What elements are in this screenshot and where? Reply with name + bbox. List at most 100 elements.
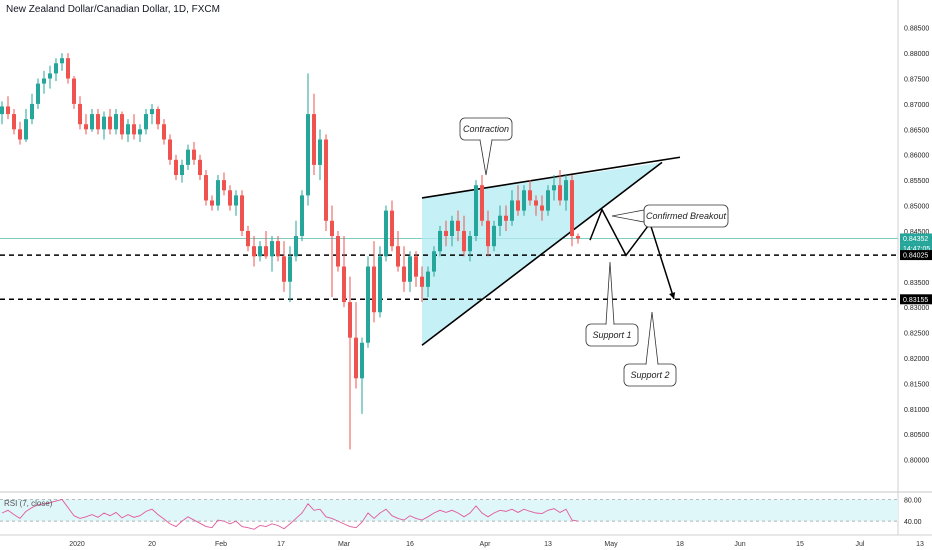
candle-body	[6, 106, 10, 115]
candle	[30, 93, 34, 125]
candle	[228, 185, 232, 211]
candle	[468, 230, 472, 262]
candle-body	[18, 129, 22, 140]
time-tick-label: 16	[406, 541, 414, 548]
projection-path	[589, 207, 676, 300]
callout-label: Support 2	[630, 370, 669, 380]
time-axis: 202020Feb17Mar16Apr13May18Jun15Jul13Aug	[69, 541, 924, 548]
candle	[84, 114, 88, 135]
candle	[132, 114, 136, 140]
price-tag-box	[900, 250, 932, 261]
candle	[264, 230, 268, 259]
candle	[540, 195, 544, 221]
candle-body	[120, 114, 124, 135]
candle	[480, 175, 484, 226]
candle-body	[540, 205, 544, 211]
candle	[156, 106, 160, 130]
confirmed-breakout-callout: Confirmed Breakout	[611, 204, 729, 228]
candle	[24, 109, 28, 143]
price-tick-label: 0.86500	[904, 127, 929, 134]
candle-body	[150, 109, 154, 115]
time-tick-label: Apr	[480, 541, 492, 548]
candle-body	[432, 251, 436, 272]
candle-body	[12, 114, 16, 130]
candle	[306, 73, 310, 206]
rsi-label: RSI (7, close)	[4, 499, 53, 508]
candle	[402, 246, 406, 292]
candle-body	[114, 114, 118, 130]
price-tick-label: 0.87000	[904, 102, 929, 109]
candle	[522, 185, 526, 216]
price-tag-label: 0.84352	[903, 236, 928, 243]
price-tick-label: 0.82000	[904, 356, 929, 363]
candle-body	[360, 342, 364, 379]
candle-body	[222, 180, 226, 191]
time-tick-label: Feb	[215, 541, 227, 548]
candle	[180, 159, 184, 183]
support-1-callout: Support 1	[585, 261, 639, 347]
candle-body	[318, 139, 322, 165]
candle	[36, 78, 40, 109]
candle	[90, 109, 94, 132]
candle-body	[48, 73, 52, 79]
candle-body	[276, 241, 280, 257]
candle-body	[300, 195, 304, 237]
price-tag: 14:47:05	[900, 243, 932, 254]
price-tick-label: 0.88500	[904, 26, 929, 33]
candle-body	[162, 124, 166, 140]
price-tag: 0.83155	[900, 294, 932, 305]
candle	[144, 109, 148, 135]
candle-body	[408, 256, 412, 282]
candle-body	[366, 266, 370, 343]
candle-body	[36, 83, 40, 104]
candle-body	[30, 103, 34, 120]
candle	[336, 230, 340, 272]
candle-body	[258, 246, 262, 257]
price-tick-label: 0.85000	[904, 204, 929, 211]
price-tag-label: 0.83155	[903, 297, 928, 304]
candle	[0, 101, 4, 125]
candle	[126, 119, 130, 143]
candle	[234, 190, 238, 216]
rsi-level-label: 80.00	[904, 497, 922, 504]
candle-body	[144, 114, 148, 130]
candle-body	[528, 190, 532, 201]
candle-body	[330, 220, 334, 237]
price-tick-label: 0.84500	[904, 229, 929, 236]
candle	[396, 230, 400, 272]
candle	[462, 215, 466, 257]
candle-body	[288, 256, 292, 282]
price-tag: 0.84352	[900, 233, 932, 244]
candle-body	[456, 220, 460, 231]
candle-body	[60, 58, 64, 64]
candle-body	[282, 256, 286, 282]
candle-body	[378, 256, 382, 313]
candle-body	[240, 195, 244, 231]
candle	[138, 124, 142, 143]
projection-zigzag	[589, 207, 675, 300]
candle	[546, 185, 550, 216]
candle	[384, 205, 388, 262]
contraction-callout: Contraction	[459, 117, 513, 176]
candle	[420, 266, 424, 303]
annotations: Contraction Confirmed Breakout Support 1 Su…	[459, 117, 729, 387]
candle	[60, 53, 64, 71]
candle	[348, 276, 352, 450]
candle	[432, 246, 436, 277]
candle-body	[234, 195, 238, 206]
candle-body	[102, 116, 106, 130]
price-tag-box	[900, 294, 932, 305]
candle-body	[132, 124, 136, 135]
candle	[360, 337, 364, 414]
support-2-callout: Support 2	[623, 311, 677, 387]
candle-body	[348, 302, 352, 338]
price-tag: 0.84025	[900, 250, 932, 261]
candle	[198, 154, 202, 181]
time-tick-label: 13	[544, 541, 552, 548]
time-tick-label: 17	[277, 541, 285, 548]
candle-body	[414, 256, 418, 277]
time-tick-label: 13	[916, 541, 924, 548]
time-tick-label: 20	[148, 541, 156, 548]
time-tick-label: 2020	[69, 541, 85, 548]
candle-body	[546, 190, 550, 211]
